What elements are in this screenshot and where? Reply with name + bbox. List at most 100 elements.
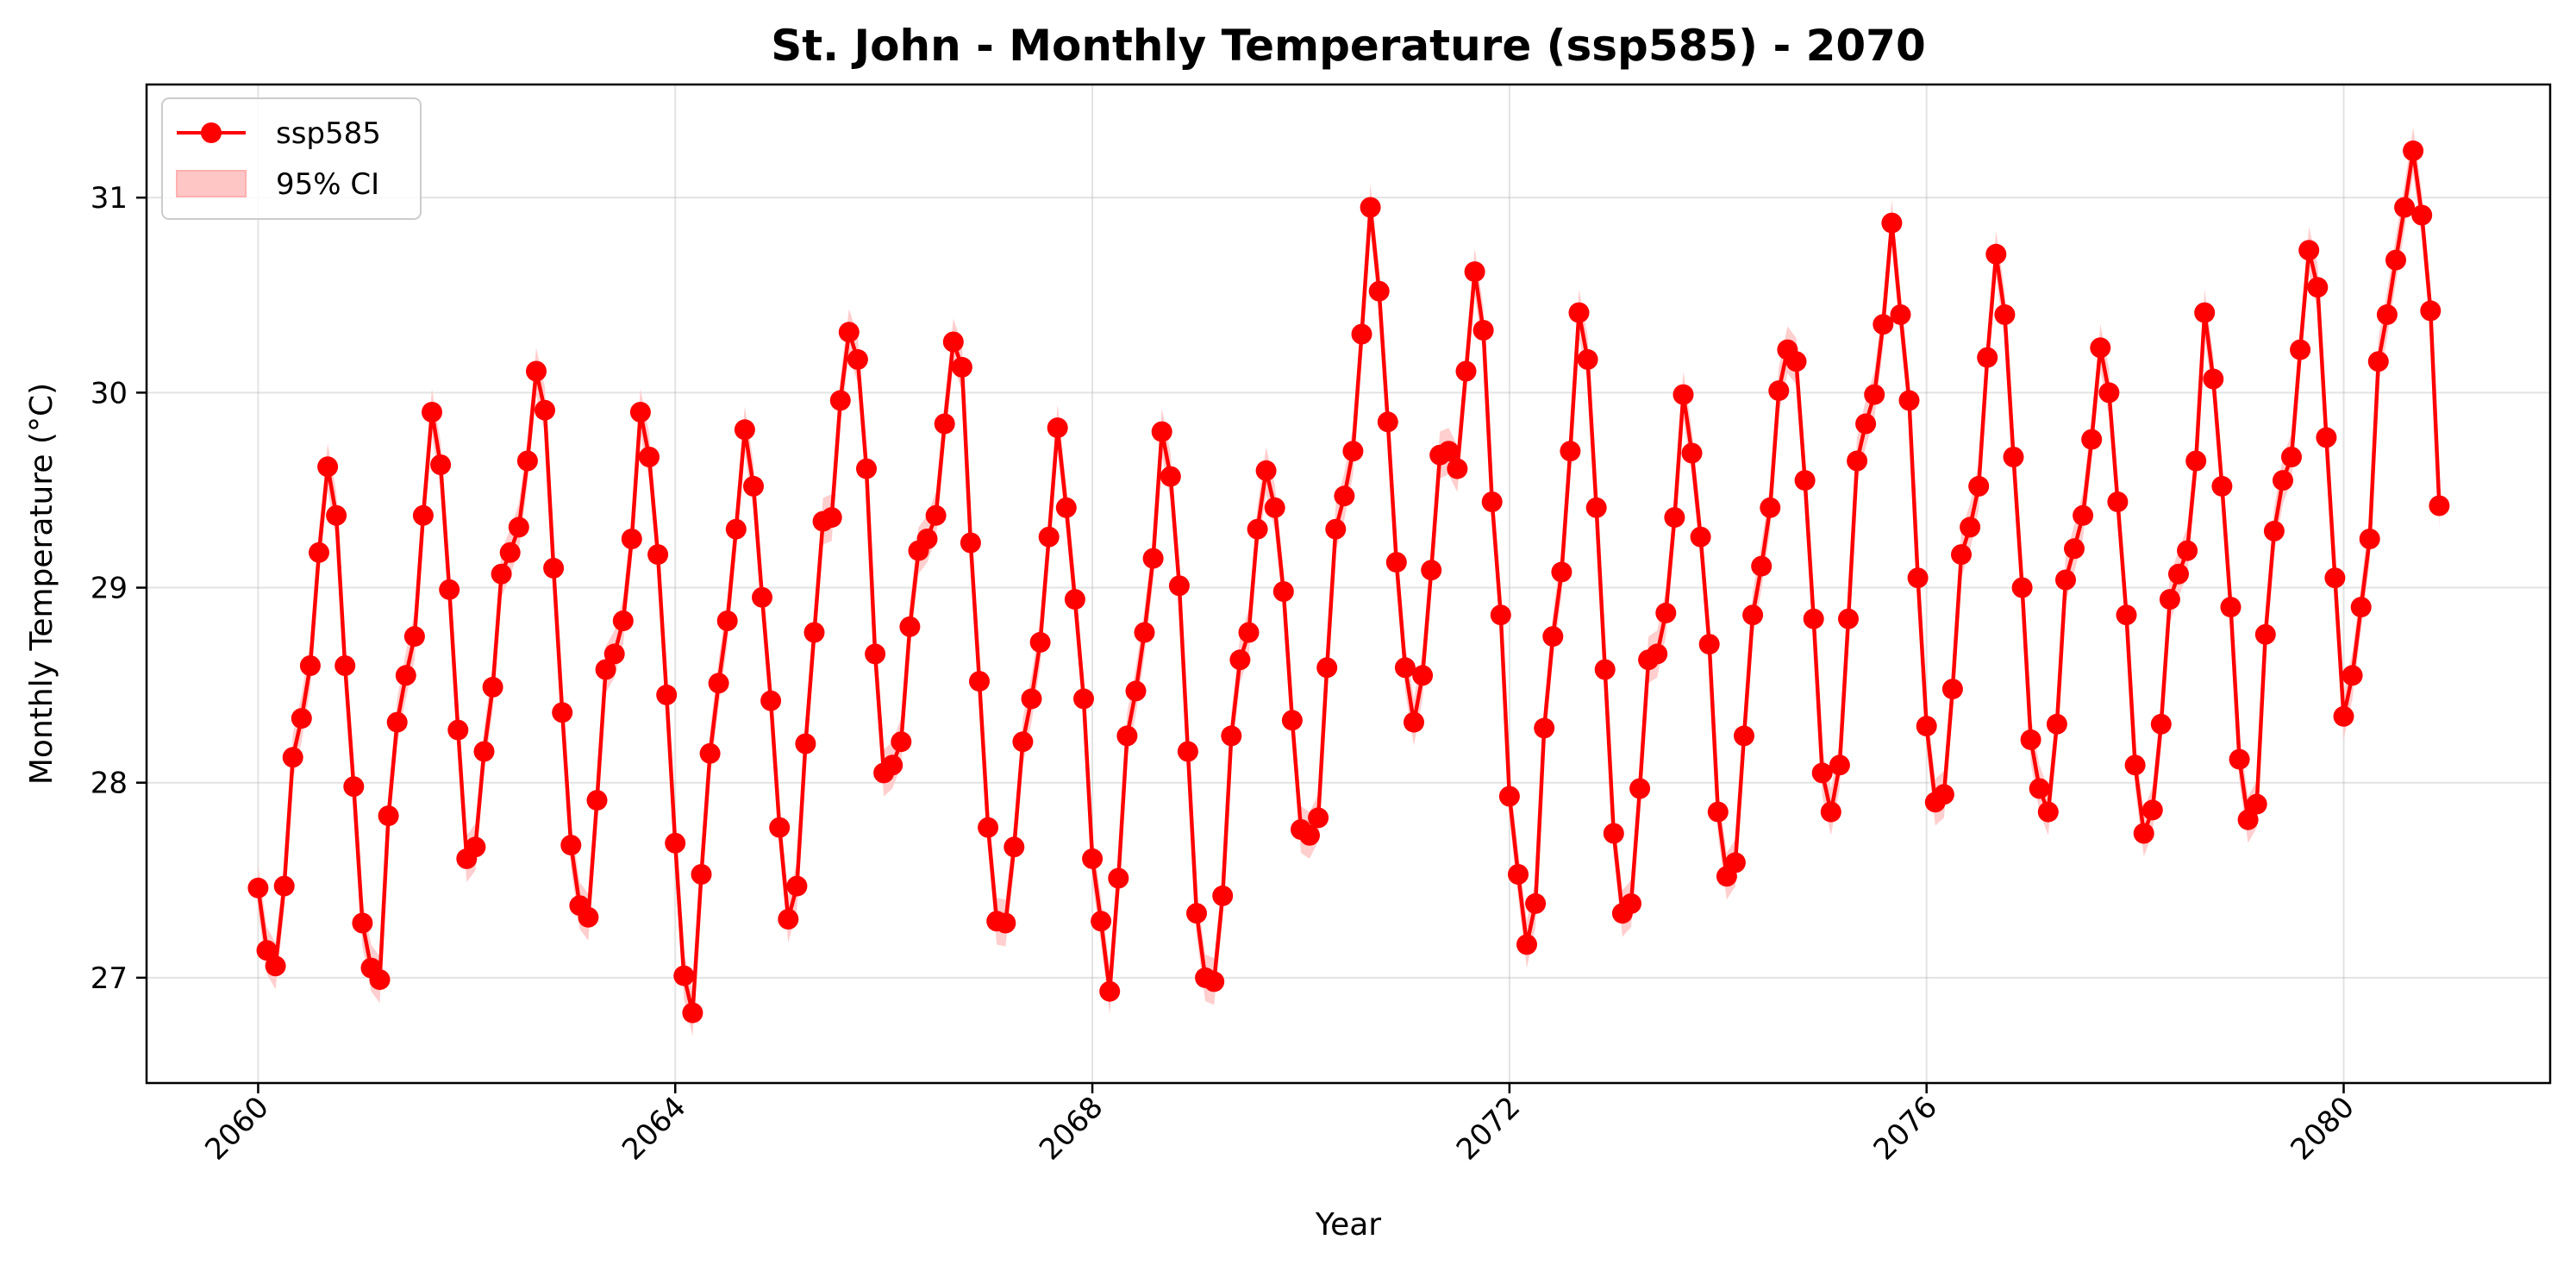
data-point xyxy=(1438,441,1460,462)
data-point xyxy=(1829,754,1850,776)
data-point xyxy=(2107,491,2129,512)
data-point xyxy=(1525,892,1547,914)
data-point xyxy=(1029,631,1051,653)
data-point xyxy=(2385,249,2406,271)
data-point xyxy=(1004,836,1025,858)
data-point xyxy=(1933,784,1954,805)
data-point xyxy=(1247,518,1268,540)
data-point xyxy=(1647,643,1668,665)
data-point xyxy=(430,454,452,475)
data-point xyxy=(803,622,825,643)
data-point xyxy=(412,504,434,526)
data-point xyxy=(282,747,303,768)
data-point xyxy=(1360,197,1381,218)
data-point xyxy=(1785,351,1807,373)
data-point xyxy=(1394,657,1416,679)
data-point xyxy=(1664,507,1685,529)
data-point xyxy=(829,390,851,411)
data-point xyxy=(1204,971,1225,992)
data-point xyxy=(317,456,339,478)
data-point xyxy=(473,741,495,762)
grid xyxy=(147,85,2550,1083)
data-point xyxy=(2020,729,2041,750)
x-axis-label: Year xyxy=(1315,1207,1381,1243)
data-point xyxy=(1412,665,1434,686)
data-point xyxy=(2073,504,2094,526)
series-group xyxy=(247,140,2450,1024)
data-point xyxy=(291,708,312,729)
data-point xyxy=(691,864,712,885)
data-point xyxy=(1803,608,1824,629)
data-point xyxy=(1064,589,1085,610)
data-point xyxy=(1742,604,1764,626)
data-point xyxy=(1951,544,1972,566)
data-point xyxy=(2298,240,2320,261)
data-point xyxy=(1603,823,1624,844)
data-point xyxy=(1055,497,1077,518)
data-point xyxy=(1299,824,1320,846)
data-point xyxy=(1160,466,1181,487)
data-point xyxy=(1655,602,1677,623)
data-point xyxy=(2359,529,2380,549)
data-point xyxy=(2055,569,2076,591)
y-tick-label: 31 xyxy=(91,181,128,216)
data-point xyxy=(1229,649,1251,671)
data-point xyxy=(1481,491,1503,512)
data-point xyxy=(352,912,373,934)
legend-label-ci: 95% CI xyxy=(276,167,379,202)
data-point xyxy=(2098,382,2120,404)
data-point xyxy=(422,402,442,423)
data-point xyxy=(2185,450,2207,472)
data-point xyxy=(1404,711,1424,733)
data-point xyxy=(1073,688,1094,710)
data-point xyxy=(2350,597,2372,618)
data-point xyxy=(2246,793,2267,815)
data-point xyxy=(716,610,738,631)
data-point xyxy=(2116,604,2137,626)
data-point xyxy=(1977,347,1998,368)
data-point xyxy=(2003,447,2024,467)
data-point xyxy=(665,832,686,854)
data-point xyxy=(326,504,347,526)
data-point xyxy=(760,690,782,711)
data-point xyxy=(682,1002,703,1024)
y-tick-label: 27 xyxy=(91,961,128,996)
data-point xyxy=(1673,384,1694,405)
data-point xyxy=(1308,807,1329,829)
data-point xyxy=(2237,809,2259,830)
data-point xyxy=(1916,716,1937,737)
y-tick-label: 29 xyxy=(91,572,128,606)
data-point xyxy=(856,458,877,479)
legend-ci-swatch xyxy=(176,170,247,197)
data-point xyxy=(299,655,321,676)
data-point xyxy=(2342,665,2363,686)
data-point xyxy=(1873,314,1894,335)
data-point xyxy=(1021,688,1042,710)
data-point xyxy=(734,419,755,441)
data-point xyxy=(891,731,912,753)
data-point xyxy=(1212,885,1234,906)
data-point xyxy=(2376,304,2398,325)
data-point xyxy=(499,542,521,563)
data-point xyxy=(1342,441,1364,462)
data-point xyxy=(1690,526,1711,548)
data-point xyxy=(1334,485,1355,507)
data-point xyxy=(273,875,295,897)
data-point xyxy=(1629,778,1651,799)
data-point xyxy=(1811,762,1833,784)
data-point xyxy=(786,875,808,897)
data-point xyxy=(969,671,990,692)
data-point xyxy=(1577,348,1598,370)
data-point xyxy=(2220,597,2241,618)
data-point xyxy=(1082,848,1104,869)
chart-title: St. John - Monthly Temperature (ssp585) … xyxy=(771,21,1926,71)
data-point xyxy=(543,557,565,579)
data-point xyxy=(1881,212,1903,234)
data-point xyxy=(1272,581,1294,602)
data-point xyxy=(2081,429,2103,450)
data-point xyxy=(335,655,356,676)
data-point xyxy=(1847,450,1868,472)
data-point xyxy=(2394,197,2416,218)
data-point xyxy=(1551,561,1572,583)
